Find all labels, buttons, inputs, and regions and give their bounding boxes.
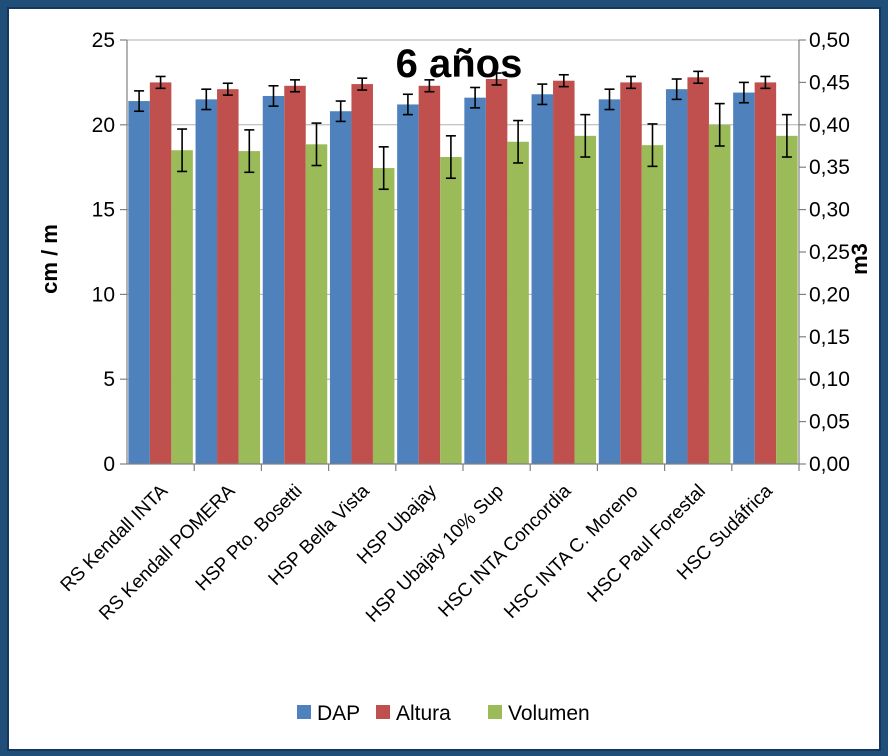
legend-label-altura: Altura [396, 702, 451, 725]
bar-dap [329, 111, 352, 465]
bar-volumen [574, 135, 597, 464]
y2-tick-label: 0,35 [809, 156, 850, 179]
y-tick-label: 15 [92, 199, 115, 222]
bar-altura [217, 89, 239, 465]
bar-volumen [776, 135, 798, 464]
legend-swatch-volumen [488, 705, 502, 719]
y-tick-label: 5 [103, 368, 115, 391]
bar-dap [665, 89, 688, 465]
y2-axis-title: m3 [847, 243, 872, 275]
bar-volumen [238, 151, 261, 464]
bar-volumen [305, 144, 328, 464]
y2-tick-label: 0,00 [809, 453, 850, 476]
category-label: HSC Paul Forestal [584, 481, 710, 607]
bar-altura [553, 80, 575, 464]
legend-label-dap: DAP [317, 702, 360, 725]
bar-dap [397, 104, 419, 464]
error-bars [134, 70, 792, 191]
category-label: HSC INTA Concordia [435, 480, 576, 621]
bar-altura [754, 82, 777, 465]
bar-altura [351, 84, 373, 464]
bar-dap [464, 97, 486, 464]
bar-volumen [372, 168, 395, 464]
bar-dap [195, 99, 218, 465]
y2-tick-label: 0,40 [809, 114, 850, 137]
category-label: RS Kendall POMERA [95, 480, 239, 624]
y-tick-label: 25 [92, 29, 115, 52]
bar-volumen [641, 145, 664, 465]
chart-frame: 0 5 10 15 20 25 0,00 0,05 0,10 0,15 0,20 0,25 0,30 0,… [7, 7, 881, 751]
bar-altura [687, 77, 709, 464]
legend-swatch-dap [297, 705, 311, 719]
y2-tick-label: 0,25 [809, 241, 850, 264]
y2-tick-label: 0,20 [809, 283, 850, 306]
y2-tick-label: 0,30 [809, 199, 850, 222]
bar-altura [418, 85, 441, 465]
bar-altura [149, 82, 172, 465]
bar-volumen [440, 157, 462, 465]
bar-volumen [708, 124, 731, 465]
bar-dap [128, 101, 150, 464]
axes: 0 5 10 15 20 25 0,00 0,05 0,10 0,15 0,20 0,25 0,30 0,… [92, 29, 850, 476]
bar-volumen [507, 141, 529, 464]
y2-tick-label: 0,05 [809, 411, 850, 434]
legend-label-volumen: Volumen [508, 702, 590, 725]
legend: DAP Altura Volumen [297, 702, 590, 725]
bar-dap [531, 94, 554, 464]
y2-tick-label: 0,45 [809, 71, 850, 94]
y2-tick-label: 0,50 [809, 29, 850, 52]
bar-altura [620, 82, 642, 465]
bar-altura [284, 85, 306, 465]
bar-dap [262, 95, 285, 464]
y-axis-title: cm / m [37, 224, 62, 294]
y-tick-label: 10 [92, 283, 115, 306]
bar-dap [733, 92, 755, 465]
y2-tick-label: 0,15 [809, 326, 850, 349]
bar-altura [485, 79, 508, 465]
legend-swatch-altura [376, 705, 390, 719]
y-tick-label: 0 [103, 453, 115, 476]
chart-title: 6 años [396, 42, 523, 86]
bar-volumen [171, 150, 193, 465]
y-tick-label: 20 [92, 114, 115, 137]
bar-dap [598, 99, 621, 465]
category-label: HSC INTA C. Moreno [500, 481, 642, 623]
bars [128, 77, 798, 465]
y2-tick-label: 0,10 [809, 368, 850, 391]
bar-chart: 0 5 10 15 20 25 0,00 0,05 0,10 0,15 0,20 0,25 0,30 0,… [37, 29, 872, 725]
